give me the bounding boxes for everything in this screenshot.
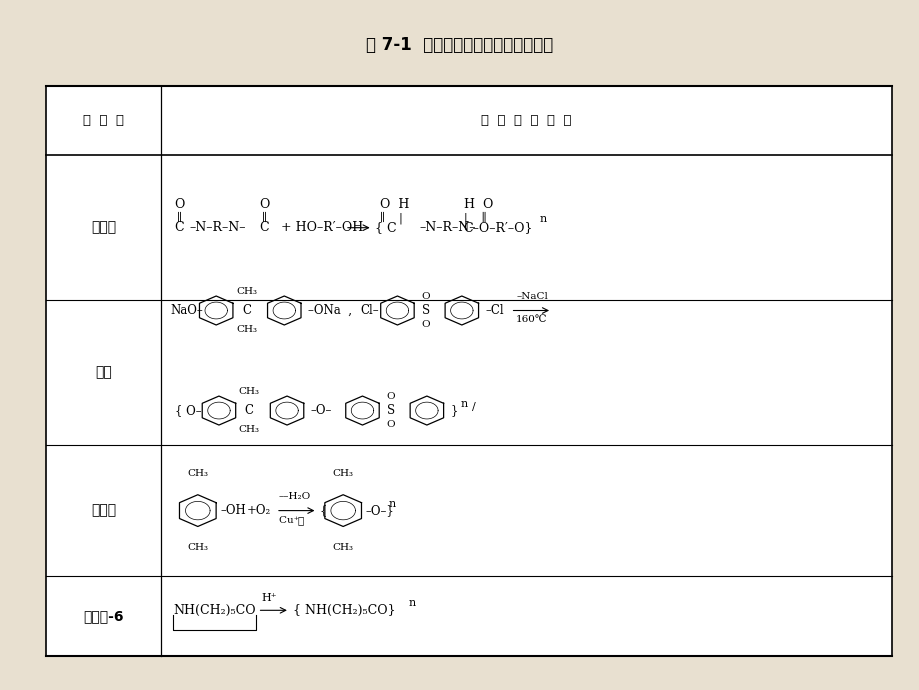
Text: }: }: [450, 404, 458, 417]
Text: Cu⁺: Cu⁺: [278, 515, 305, 525]
Text: C: C: [259, 221, 268, 234]
Text: n: n: [460, 399, 468, 408]
Text: –N–R–N–: –N–R–N–: [189, 221, 246, 234]
Text: n: n: [539, 215, 547, 224]
Text: O: O: [386, 420, 395, 429]
Text: { O–: { O–: [175, 404, 201, 417]
Text: {: {: [320, 504, 331, 517]
Text: ∥: ∥: [261, 213, 267, 222]
Text: NaO–: NaO–: [170, 304, 203, 317]
Text: 聚苯醚: 聚苯醚: [91, 504, 116, 518]
Text: O: O: [258, 198, 269, 210]
Text: CH₃: CH₃: [239, 424, 259, 434]
Text: H⁺: H⁺: [261, 593, 277, 603]
Text: 160℃: 160℃: [516, 315, 547, 324]
Text: S: S: [422, 304, 429, 317]
Text: n: n: [408, 598, 415, 609]
Text: –O–: –O–: [311, 404, 332, 417]
Text: CH₃: CH₃: [333, 469, 353, 478]
Text: 聚  合  物: 聚 合 物: [83, 115, 124, 127]
Text: |    ∥: | ∥: [463, 211, 486, 224]
Text: NH(CH₂)₅CO: NH(CH₂)₅CO: [173, 604, 255, 617]
Text: CH₃: CH₃: [236, 287, 256, 297]
Text: CH₃: CH₃: [333, 543, 353, 553]
Text: –NaCl: –NaCl: [516, 292, 548, 302]
Text: –O–}: –O–}: [365, 504, 393, 517]
Bar: [46, 86, 891, 656]
Text: { NH(CH₂)₅CO}: { NH(CH₂)₅CO}: [292, 604, 395, 617]
Text: O: O: [421, 292, 430, 302]
Text: CH₃: CH₃: [239, 387, 259, 397]
Text: { C: { C: [375, 221, 397, 234]
Text: –Cl: –Cl: [485, 304, 504, 317]
Text: H  O: H O: [463, 198, 493, 210]
Text: O: O: [421, 319, 430, 329]
Text: S: S: [387, 404, 394, 417]
Text: + HO–R′–OH: + HO–R′–OH: [280, 221, 362, 234]
Text: –ONa  ,: –ONa ,: [308, 304, 352, 317]
Text: 聚酰胺-6: 聚酰胺-6: [83, 609, 124, 623]
Text: ∥    |: ∥ |: [380, 211, 403, 224]
Text: O  H: O H: [380, 198, 409, 210]
Text: O: O: [174, 198, 185, 210]
Text: ––H₂O: ––H₂O: [278, 491, 311, 501]
Text: C: C: [175, 221, 184, 234]
Text: CH₃: CH₃: [236, 324, 256, 334]
Text: C–O–R′–O}: C–O–R′–O}: [463, 221, 533, 234]
Text: O: O: [386, 392, 395, 402]
Text: –N–R–N–: –N–R–N–: [419, 221, 475, 234]
Text: 胺: 胺: [297, 515, 303, 525]
Text: 聚砜: 聚砜: [95, 366, 112, 380]
Text: n: n: [388, 499, 395, 509]
Text: CH₃: CH₃: [187, 469, 208, 478]
Text: C: C: [242, 304, 251, 317]
Text: CH₃: CH₃: [187, 543, 208, 553]
Text: –OH: –OH: [221, 504, 246, 517]
Text: 聚氨酯: 聚氨酯: [91, 221, 116, 235]
Text: 逐  步  聚  合  反  应: 逐 步 聚 合 反 应: [481, 115, 572, 127]
Text: 表 7-1  非缩聚型的逐步聚合反应示例: 表 7-1 非缩聚型的逐步聚合反应示例: [366, 36, 553, 54]
Text: ∥: ∥: [176, 213, 182, 222]
Text: +O₂: +O₂: [246, 504, 270, 517]
Text: C: C: [244, 404, 254, 417]
Text: ∕: ∕: [471, 402, 475, 412]
Text: Cl–: Cl–: [360, 304, 379, 317]
